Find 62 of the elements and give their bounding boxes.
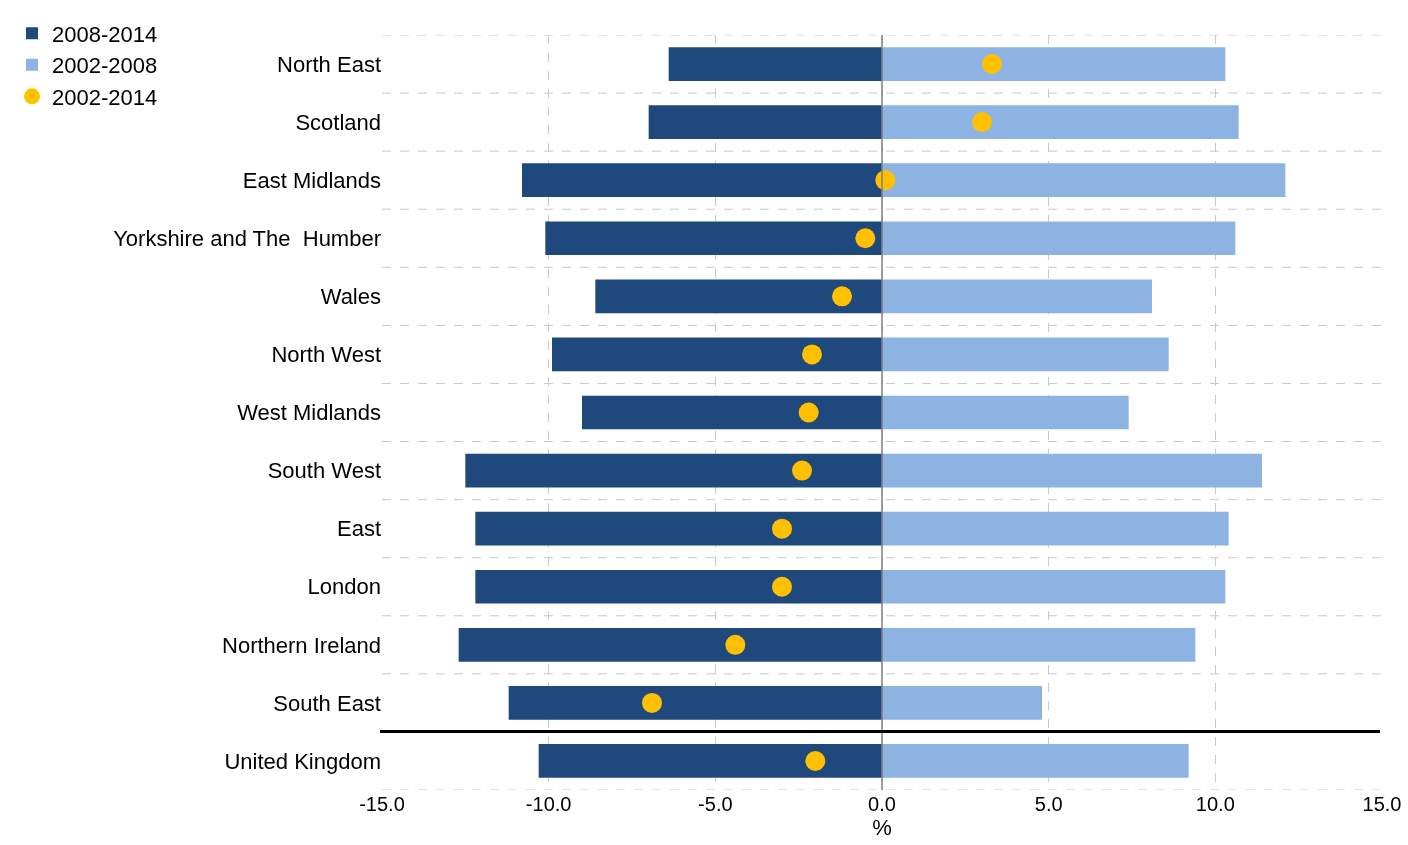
bar	[668, 47, 882, 81]
bar	[882, 686, 1042, 720]
point	[982, 54, 1002, 75]
y-tick-label: South East	[273, 690, 381, 716]
bar	[522, 163, 882, 198]
bar	[648, 105, 882, 139]
point	[772, 576, 792, 597]
bar	[582, 395, 882, 430]
point	[802, 344, 822, 365]
x-tick-label: -10.0	[525, 793, 572, 815]
y-tick-label: Scotland	[295, 109, 381, 135]
y-tick-label: Northern Ireland	[222, 632, 381, 658]
bar	[882, 453, 1262, 488]
y-tick-label: North West	[271, 342, 381, 368]
point	[642, 692, 662, 713]
x-tick-label: 10.0	[1195, 793, 1235, 815]
bar	[545, 221, 882, 256]
bar	[882, 105, 1239, 139]
bar	[475, 569, 882, 604]
bar	[882, 627, 1196, 662]
x-tick-label: -15.0	[359, 793, 405, 815]
bar	[882, 221, 1236, 256]
legend-label: 2002-2008	[52, 53, 158, 79]
x-tick-label: 5.0	[1034, 793, 1063, 815]
bar	[458, 627, 882, 662]
bar	[882, 47, 1226, 81]
y-tick-label: East	[336, 516, 381, 542]
bar	[475, 511, 882, 546]
y-tick-label: North East	[277, 51, 381, 77]
y-tick-label: West Midlands	[237, 400, 381, 426]
bar	[538, 744, 882, 778]
y-tick-label: Yorkshire and The Humber	[113, 225, 381, 251]
bar	[882, 511, 1229, 546]
y-tick-label: Wales	[320, 284, 381, 310]
bar	[882, 569, 1226, 604]
x-tick-label: 15.0	[1362, 793, 1402, 815]
point	[855, 228, 876, 249]
bar	[882, 395, 1129, 430]
bar	[882, 279, 1152, 314]
bar	[508, 686, 882, 720]
x-tick-label: 0.0	[868, 793, 896, 815]
legend-label: 2008-2014	[52, 21, 158, 47]
point	[805, 750, 826, 771]
point	[792, 460, 812, 481]
x-axis-title: %	[872, 815, 892, 840]
bar	[552, 337, 882, 372]
bar	[595, 279, 882, 314]
legend-label: 2002-2014	[52, 84, 158, 110]
point	[725, 634, 746, 655]
y-tick-label: South West	[267, 458, 381, 484]
bar	[882, 163, 1286, 198]
y-tick-label: East Midlands	[242, 167, 381, 193]
point	[772, 518, 792, 539]
bar	[465, 453, 882, 488]
point	[972, 112, 992, 133]
point	[832, 286, 852, 307]
bar	[882, 744, 1189, 778]
x-tick-label: -5.0	[698, 793, 733, 815]
point	[798, 402, 819, 423]
y-tick-label: United Kingdom	[224, 748, 381, 774]
bar	[882, 337, 1169, 372]
y-tick-label: London	[307, 574, 381, 600]
